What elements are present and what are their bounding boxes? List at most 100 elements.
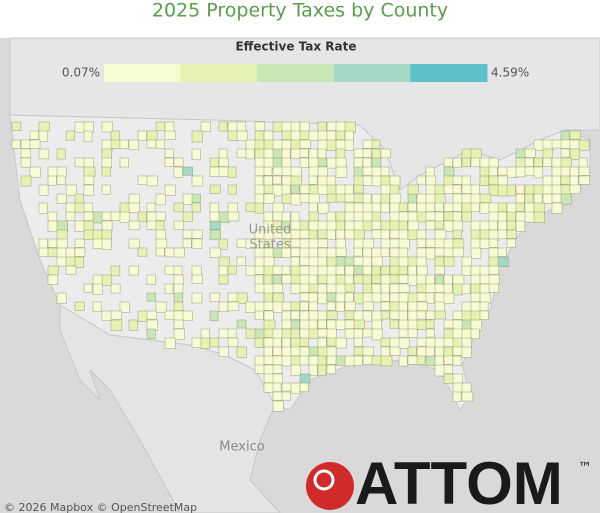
county — [488, 283, 499, 293]
county — [389, 319, 399, 329]
county — [497, 256, 509, 267]
county — [479, 193, 492, 203]
county — [434, 301, 445, 313]
county — [560, 193, 572, 205]
county — [56, 148, 66, 160]
county — [38, 148, 50, 160]
county — [407, 220, 419, 232]
county — [533, 193, 543, 204]
county — [272, 283, 283, 294]
county — [218, 238, 228, 250]
county — [497, 229, 508, 240]
county — [128, 139, 139, 150]
county — [47, 166, 59, 178]
county — [263, 328, 274, 338]
county — [479, 283, 490, 294]
county — [245, 148, 255, 160]
county — [56, 256, 68, 267]
county — [479, 202, 490, 214]
county — [155, 193, 166, 206]
county — [155, 139, 165, 149]
county — [362, 238, 374, 249]
county — [290, 265, 302, 276]
county — [110, 310, 122, 320]
county — [362, 346, 374, 357]
county — [101, 211, 112, 221]
county — [371, 292, 382, 303]
county — [83, 184, 94, 196]
county — [371, 247, 383, 258]
county — [281, 166, 293, 176]
county — [74, 157, 86, 168]
county — [299, 319, 311, 330]
county — [65, 265, 77, 275]
county — [209, 229, 221, 240]
county — [443, 184, 455, 194]
county — [560, 130, 570, 142]
county — [119, 202, 131, 214]
county — [443, 373, 455, 384]
county — [209, 310, 219, 321]
county — [146, 310, 157, 320]
county — [308, 301, 318, 312]
county — [416, 229, 427, 240]
county — [299, 229, 311, 239]
county — [353, 355, 363, 366]
county — [371, 265, 381, 276]
county — [281, 355, 293, 367]
county — [101, 166, 111, 177]
county — [344, 328, 355, 339]
title: 2025 Property Taxes by County — [152, 0, 448, 22]
county — [281, 301, 292, 311]
county — [218, 301, 229, 312]
county — [218, 265, 228, 277]
county — [200, 121, 211, 132]
legend-swatch — [410, 64, 488, 82]
county — [470, 157, 481, 168]
county — [47, 211, 58, 222]
county — [461, 265, 472, 276]
county — [398, 229, 409, 240]
county — [506, 184, 516, 197]
county — [326, 157, 338, 169]
county — [173, 274, 184, 285]
county — [326, 220, 338, 231]
county — [443, 157, 453, 167]
county — [227, 211, 240, 222]
county — [515, 148, 527, 159]
county — [254, 175, 264, 186]
county — [308, 211, 319, 222]
county — [326, 364, 336, 375]
county — [110, 319, 123, 331]
mexico-land — [59, 304, 281, 513]
county — [56, 166, 67, 178]
county — [407, 184, 419, 196]
county — [407, 202, 417, 212]
county — [299, 337, 309, 347]
county — [317, 328, 329, 338]
logo-icon — [313, 469, 335, 491]
county — [407, 346, 417, 356]
county — [191, 148, 201, 161]
county — [452, 337, 463, 348]
county — [425, 238, 437, 248]
county — [173, 319, 184, 330]
county — [470, 247, 482, 259]
county — [29, 139, 41, 149]
county — [389, 229, 400, 239]
county — [326, 229, 336, 240]
county — [560, 139, 572, 149]
county — [362, 175, 373, 186]
county — [263, 175, 273, 186]
county — [218, 157, 229, 167]
county — [317, 202, 330, 214]
county — [290, 382, 301, 394]
county — [353, 247, 363, 257]
county — [434, 265, 445, 275]
county — [371, 139, 381, 149]
county — [353, 310, 365, 321]
county — [380, 310, 390, 320]
county — [281, 184, 291, 195]
county — [299, 373, 311, 384]
